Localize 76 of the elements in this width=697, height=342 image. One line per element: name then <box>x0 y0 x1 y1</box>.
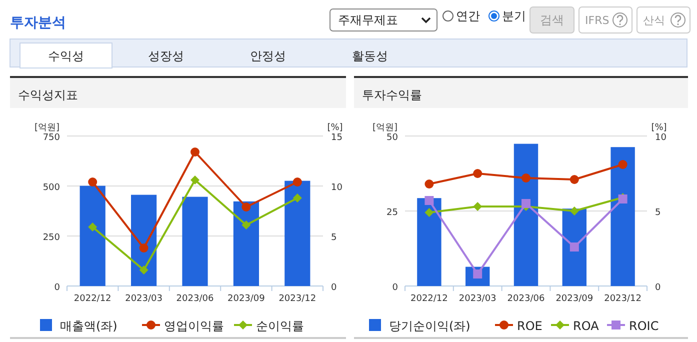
point <box>190 148 200 156</box>
point <box>292 178 302 186</box>
chart-title: 수익성지표 <box>18 88 78 102</box>
y-axis-title: [억원] <box>372 123 398 133</box>
x-tick-label: 2023/06 <box>176 294 214 304</box>
y-tick-label: 250 <box>42 233 60 243</box>
bar <box>610 147 635 286</box>
y-tick-label: 50 <box>386 133 398 143</box>
point <box>570 242 579 252</box>
y-tick-label: 25 <box>386 208 398 218</box>
point <box>424 196 434 205</box>
point <box>88 178 98 186</box>
y-tick-label: 750 <box>42 133 60 143</box>
legend-label: ROIC <box>629 319 659 333</box>
x-tick-label: 2022/12 <box>74 294 112 304</box>
text: 수익성 <box>48 49 84 63</box>
chart-title: 투자수익률 <box>362 88 422 102</box>
text: 활동성 <box>352 49 388 63</box>
x-tick-label: 2023/03 <box>458 294 496 304</box>
x-tick-label: 2023/03 <box>125 294 162 304</box>
y2-tick-label: 15 <box>331 133 342 143</box>
point <box>242 220 251 230</box>
y-tick-label: 0 <box>392 283 398 293</box>
text: 검색 <box>540 13 564 27</box>
text: 안정성 <box>250 49 286 63</box>
x-tick-label: 2023/09 <box>228 294 266 304</box>
bar <box>182 196 208 286</box>
point <box>570 175 579 184</box>
legend-label: 순이익률 <box>256 319 304 333</box>
text: 투자분석 <box>10 15 66 31</box>
y-tick-label: 500 <box>42 183 60 193</box>
bar <box>562 208 586 286</box>
point <box>522 174 530 182</box>
y2-tick-label: 10 <box>655 133 667 143</box>
y-axis-title: [억원] <box>34 123 60 133</box>
y2-tick-label: 5 <box>331 233 337 243</box>
point <box>190 176 200 184</box>
bar <box>284 180 310 286</box>
x-tick-label: 2023/06 <box>507 294 545 304</box>
text: 산식 <box>643 14 665 27</box>
x-tick-label: 2023/12 <box>604 294 642 304</box>
point <box>522 199 530 208</box>
bar <box>233 201 259 286</box>
text: 연간 <box>456 9 480 23</box>
y2-axis-title: [%] <box>651 123 667 133</box>
point <box>570 206 579 216</box>
y2-tick-label: 5 <box>655 208 661 218</box>
legend-label: ROA <box>573 319 600 333</box>
legend-label: 당기순이익(좌) <box>389 319 470 333</box>
point <box>139 266 148 274</box>
point <box>139 244 148 252</box>
text: 분기 <box>502 9 526 23</box>
point <box>618 160 628 169</box>
x-tick-label: 2023/09 <box>556 294 594 304</box>
text: 주재무제표 <box>338 13 398 27</box>
x-tick-label: 2023/12 <box>278 294 316 304</box>
y2-tick-label: 0 <box>331 283 337 293</box>
point <box>473 169 482 178</box>
bar <box>80 186 106 286</box>
y2-axis-title: [%] <box>327 123 343 133</box>
bar <box>514 144 538 286</box>
y2-tick-label: 10 <box>331 183 343 193</box>
point <box>292 194 302 202</box>
point <box>424 180 434 188</box>
text: IFRS <box>585 14 610 27</box>
point <box>242 202 251 212</box>
bar <box>417 198 442 286</box>
x-tick-label: 2022/12 <box>410 294 448 304</box>
y2-tick-label: 0 <box>655 283 661 293</box>
legend-label: 매출액(좌) <box>60 319 118 333</box>
text: 성장성 <box>148 49 184 63</box>
legend-label: ROE <box>517 319 542 333</box>
y-tick-label: 0 <box>54 283 60 293</box>
point <box>424 208 434 217</box>
point <box>88 222 98 232</box>
legend-label: 영업이익률 <box>164 319 224 333</box>
